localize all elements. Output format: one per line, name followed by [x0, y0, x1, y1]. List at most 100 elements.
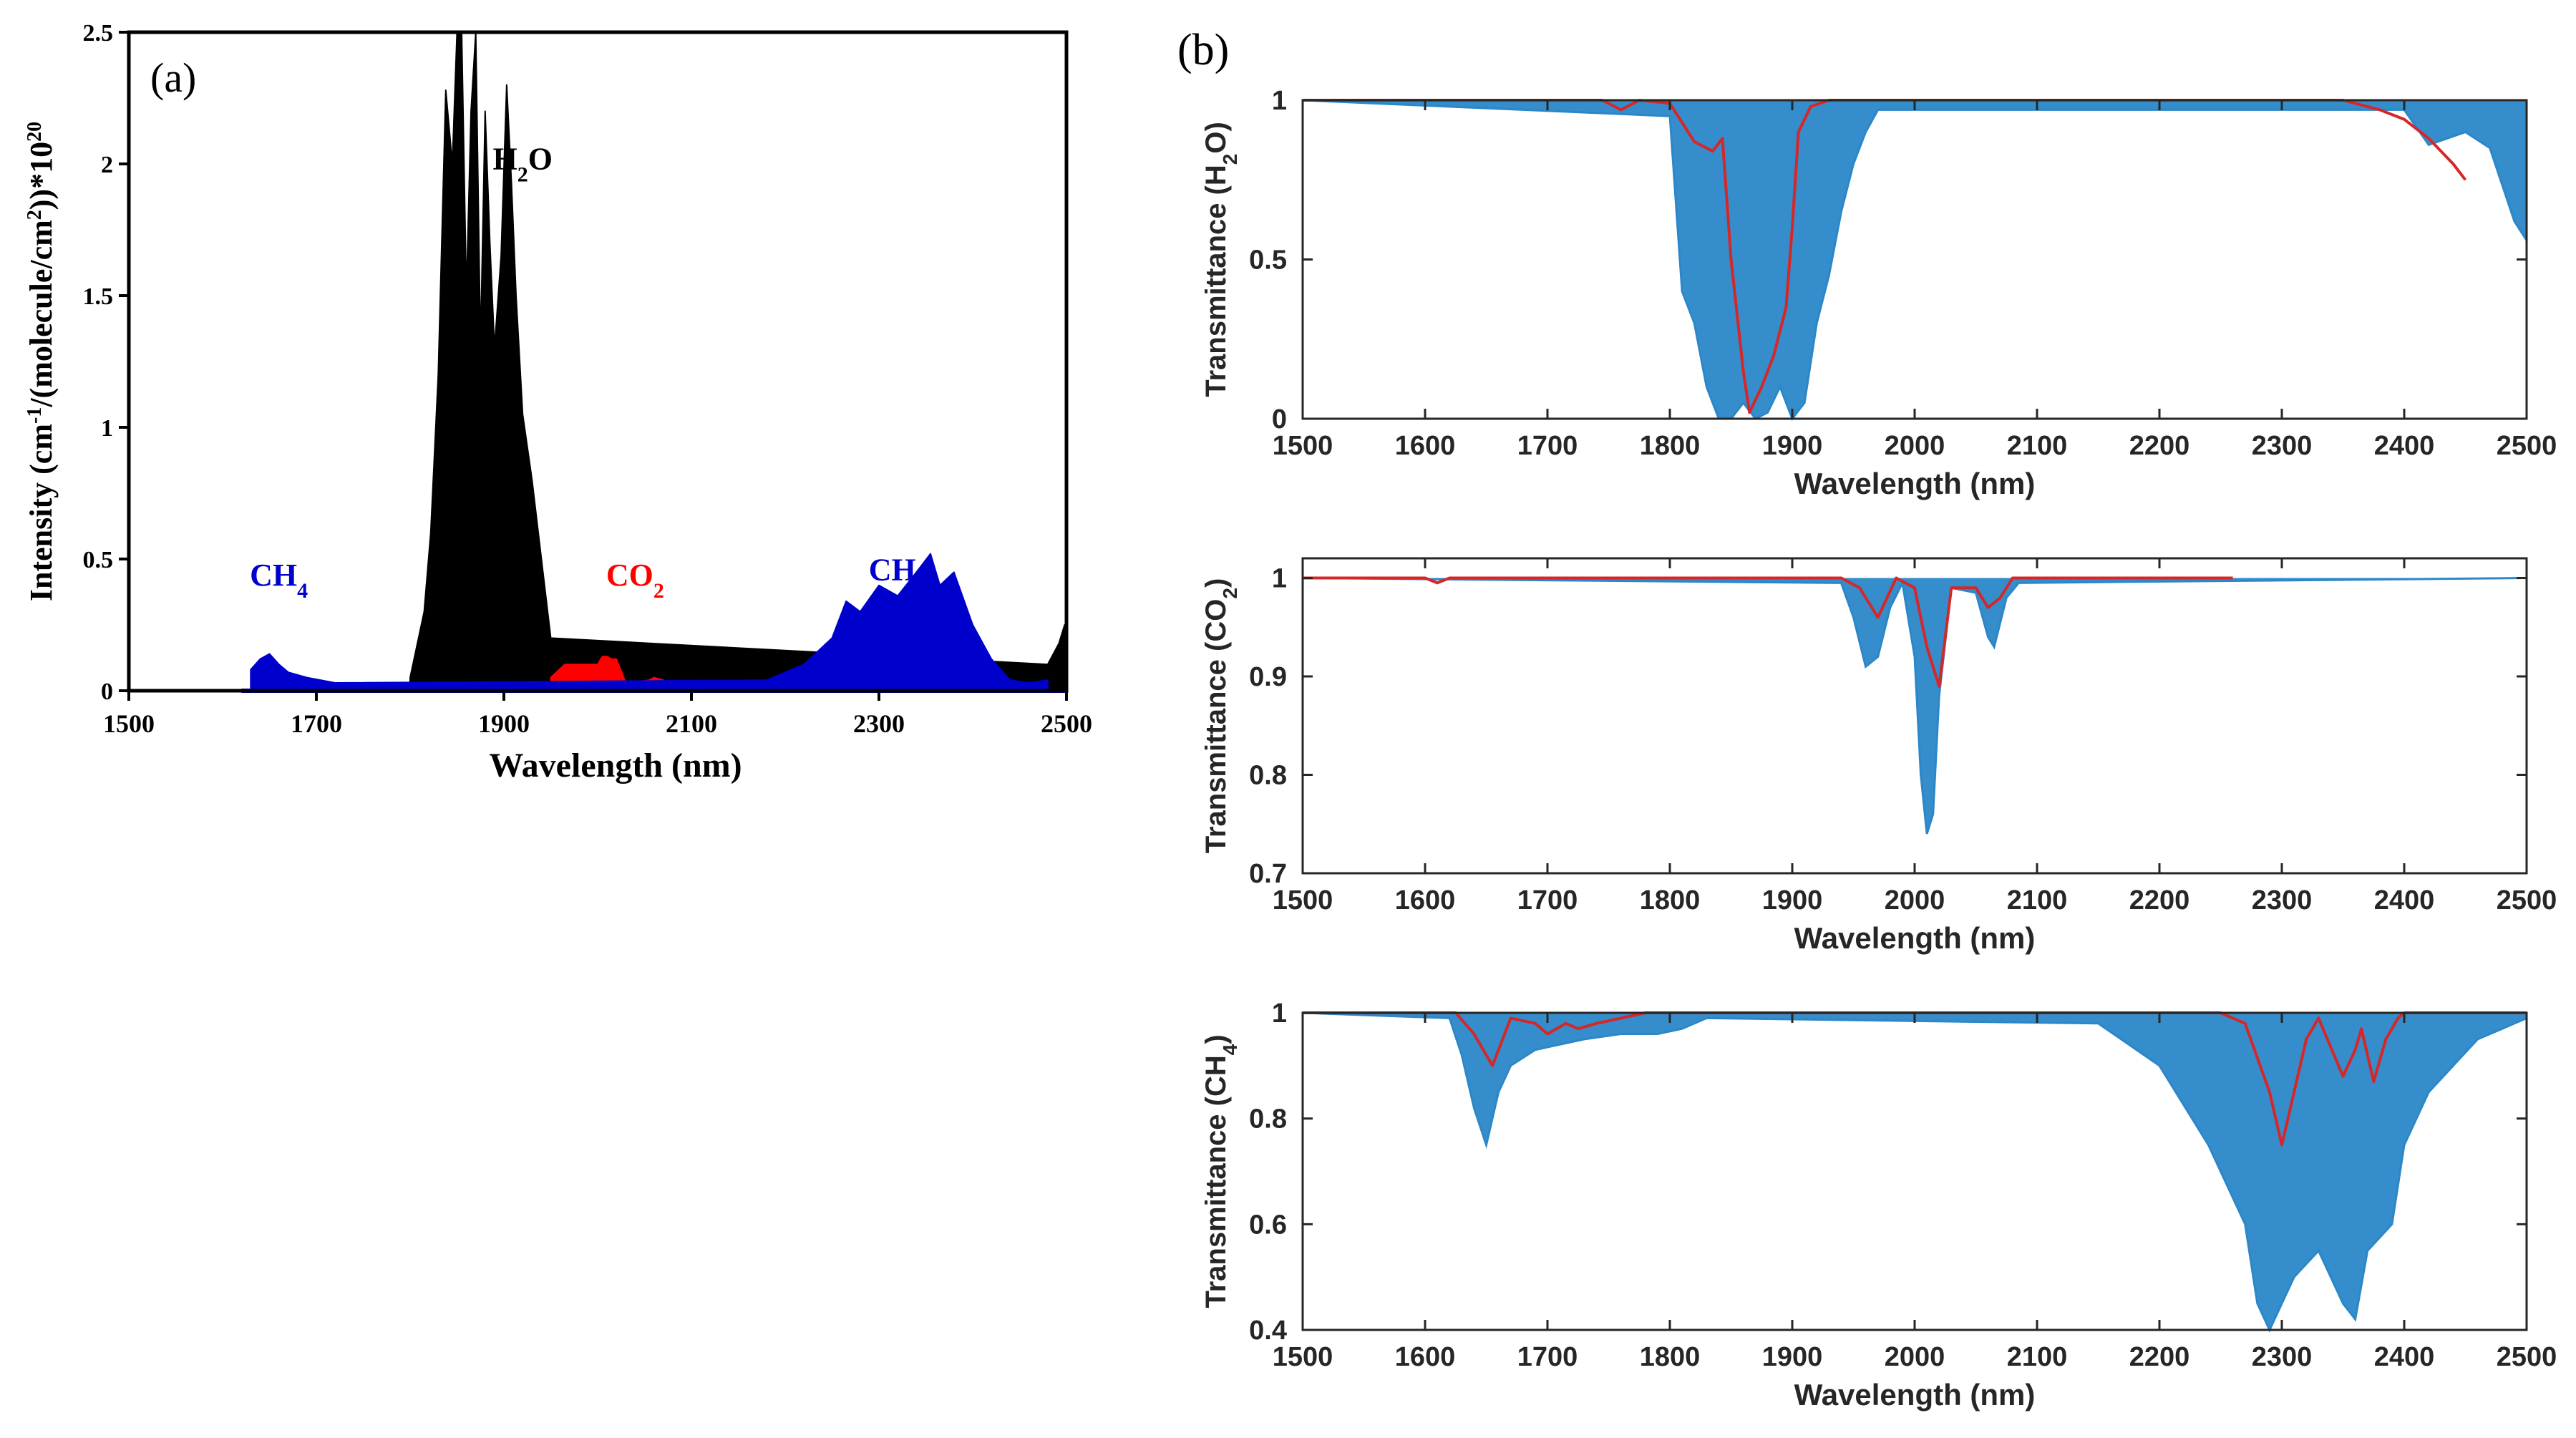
y-axis-label-part: )	[1200, 578, 1232, 588]
panel-a-ylabel-sup: 2	[24, 210, 46, 220]
panel-b-label: (b)	[1177, 26, 1229, 74]
panel-a: 1500 1700 1900 2100 2300 2500 0 0.5 1 1.5 2 2.5 (a)…	[24, 20, 1093, 784]
x-tick-label: 1900	[478, 709, 530, 738]
y-tick-label: 2	[101, 152, 113, 178]
x-tick-label: 2400	[2374, 431, 2435, 461]
panel-a-xlabel: Wavelength (nm)	[489, 747, 742, 784]
transmittance-area	[1303, 578, 2527, 834]
y-tick-label: 0.7	[1249, 859, 1287, 889]
y-axis-label-part: Transmittance (CO	[1200, 599, 1232, 854]
annotation-subscript: 4	[297, 578, 308, 602]
x-tick-label: 2100	[2007, 1342, 2068, 1372]
y-axis-label-part: O)	[1200, 122, 1232, 153]
x-tick-label: 2000	[1885, 885, 1945, 915]
model-line	[1303, 576, 2233, 688]
x-tick-label: 1500	[103, 709, 155, 738]
series-h2o-area	[409, 31, 1066, 691]
y-axis-label-part: Transmittance (CH	[1200, 1055, 1232, 1308]
x-tick-label: 1500	[1273, 1342, 1333, 1372]
y-tick-label: 1	[101, 415, 113, 442]
x-tick-label: 1800	[1640, 1342, 1701, 1372]
y-tick-label: 1	[1272, 564, 1287, 594]
panel-a-ylabel: Intensity (cm-1/(molecule/cm2))*1020	[24, 122, 59, 601]
y-tick-label: 0.5	[83, 547, 114, 573]
y-tick-label: 0.6	[1249, 1210, 1287, 1240]
x-tick-label: 1700	[1517, 885, 1578, 915]
x-tick-label: 2500	[1041, 709, 1092, 738]
x-tick-label: 2300	[2252, 1342, 2313, 1372]
annotation-base: H	[492, 141, 517, 176]
annotation-subscript: 4	[916, 573, 927, 597]
x-tick-label: 2000	[1885, 1342, 1945, 1372]
x-tick-label: 1700	[291, 709, 342, 738]
panel-a-ylabel-part: /(molecule/cm	[24, 220, 59, 407]
x-tick-label: 1800	[1640, 431, 1701, 461]
x-axis-label: Wavelength (nm)	[1794, 921, 2036, 955]
x-tick-label: 1500	[1273, 885, 1333, 915]
panel-a-ylabel-part: Intensity (cm	[24, 424, 59, 601]
panel-b3: 1500 1600 1700 1800 1900 2000 2100 2200 2300 2400…	[1200, 999, 2557, 1412]
model-line	[1303, 1011, 2527, 1147]
transmittance-line	[1302, 1011, 2528, 1333]
x-tick-label: 1600	[1395, 431, 1456, 461]
y-tick-label: 0	[101, 679, 113, 705]
panel-a-frame	[127, 30, 1069, 693]
x-tick-label: 2200	[2129, 1342, 2190, 1372]
y-axis-label-subscript: 2	[1219, 154, 1241, 165]
x-tick-label: 2200	[2129, 885, 2190, 915]
y-tick-label: 0.4	[1249, 1316, 1287, 1346]
annotation-label: CH4	[250, 558, 308, 603]
y-axis-label-part: )	[1200, 1034, 1232, 1044]
x-tick-label: 2500	[2497, 885, 2557, 915]
x-tick-label: 2000	[1885, 431, 1945, 461]
annotation-label: CO2	[606, 558, 664, 603]
y-tick-label: 0.8	[1249, 1104, 1287, 1135]
y-tick-label: 0.8	[1249, 761, 1287, 791]
y-tick-label: 1	[1272, 999, 1287, 1029]
annotation-label: H2O	[492, 141, 552, 185]
x-axis-label: Wavelength (nm)	[1794, 467, 2036, 500]
x-tick-label: 2500	[2497, 431, 2557, 461]
annotation-subscript: 2	[517, 162, 528, 186]
x-tick-label: 2100	[2007, 885, 2068, 915]
x-tick-label: 1600	[1395, 1342, 1456, 1372]
y-tick-label: 0	[1272, 404, 1287, 434]
y-tick-label: 0.5	[1249, 246, 1287, 276]
x-tick-label: 2300	[2252, 431, 2313, 461]
panel-a-ylabel-part: ))*10	[24, 142, 59, 210]
x-tick-label: 1900	[1762, 1342, 1823, 1372]
x-axis-label: Wavelength (nm)	[1794, 1378, 2036, 1412]
transmittance-area	[1303, 1013, 2527, 1330]
x-tick-label: 2400	[2374, 885, 2435, 915]
panel-b1: 1500 1600 1700 1800 1900 2000 2100 2200 2300 2400…	[1200, 86, 2557, 500]
transmittance-line	[1302, 99, 2528, 422]
x-tick-label: 1900	[1762, 431, 1823, 461]
x-tick-label: 2300	[2252, 885, 2313, 915]
x-tick-label: 1500	[1273, 431, 1333, 461]
panel-a-ylabel-sup: 20	[24, 122, 46, 142]
y-tick-label: 1	[1272, 86, 1287, 116]
annotation-base: CO	[606, 558, 653, 593]
series-ch4-area	[250, 553, 1049, 691]
panel-b2: 1500 1600 1700 1800 1900 2000 2100 2200 2300 2400…	[1200, 557, 2557, 955]
annotation-tail: O	[528, 141, 553, 176]
transmittance-line	[1302, 577, 2527, 835]
panel-a-ticks: 1500 1700 1900 2100 2300 2500 0 0.5 1 1.5 2 2.5	[83, 20, 1093, 738]
x-tick-label: 2500	[2497, 1342, 2557, 1372]
x-tick-label: 1700	[1517, 1342, 1578, 1372]
x-tick-label: 2400	[2374, 1342, 2435, 1372]
x-tick-label: 1600	[1395, 885, 1456, 915]
x-tick-label: 2100	[2007, 431, 2068, 461]
y-axis-label-part: Transmittance (H	[1200, 165, 1232, 397]
y-axis-label-subscript: 4	[1219, 1044, 1241, 1055]
y-tick-label: 1.5	[83, 283, 114, 310]
annotation-label: CH4	[869, 552, 927, 597]
y-axis-label: Transmittance (H2O)	[1200, 122, 1241, 397]
annotation-base: CH	[250, 558, 297, 593]
x-tick-label: 1800	[1640, 885, 1701, 915]
annotation-base: CH	[869, 552, 916, 587]
x-tick-label: 2300	[853, 709, 905, 738]
